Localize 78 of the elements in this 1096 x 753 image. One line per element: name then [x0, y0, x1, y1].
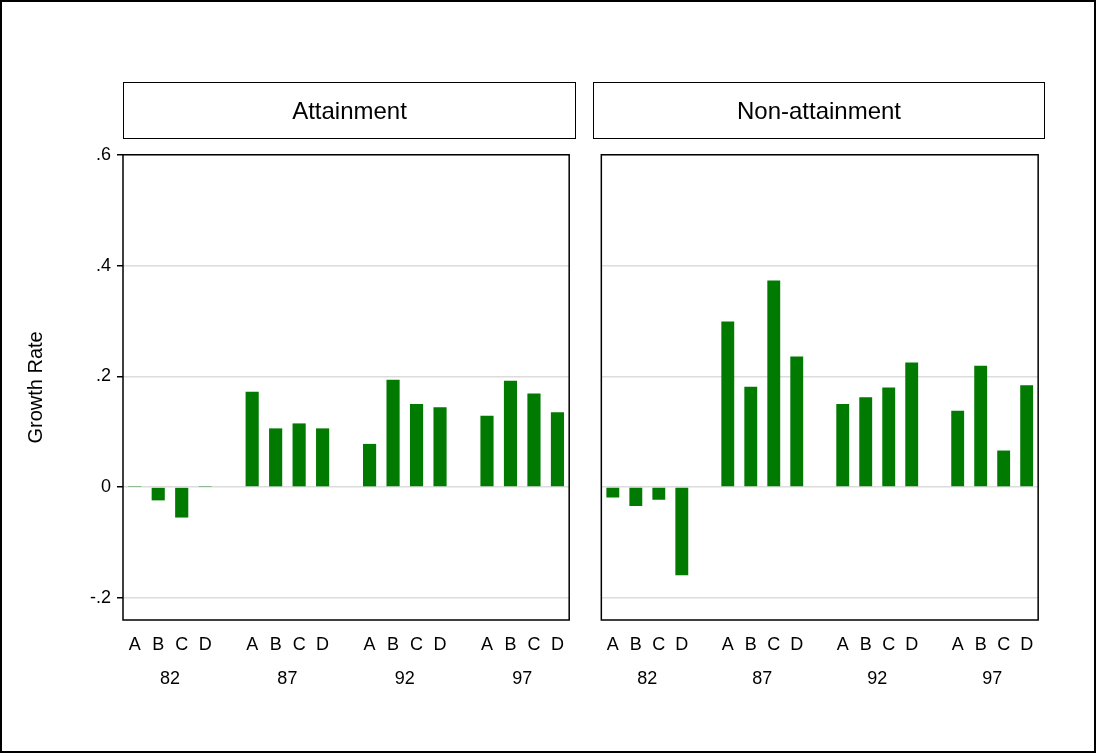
bar — [629, 487, 643, 506]
x-tick-label: D — [905, 633, 919, 654]
x-tick-label: D — [198, 633, 212, 654]
text: 92 — [867, 667, 888, 688]
x-tick-label: B — [152, 633, 165, 654]
bar — [386, 379, 400, 487]
x-tick-label: A — [128, 633, 141, 654]
x-tick-label: B — [504, 633, 517, 654]
x-tick-label: B — [629, 633, 642, 654]
x-tick-label: D — [1020, 633, 1034, 654]
bar — [292, 423, 306, 487]
bar — [997, 450, 1011, 487]
x-tick-label: B — [387, 633, 400, 654]
bar — [882, 387, 896, 487]
x-tick-label: A — [951, 633, 964, 654]
bar — [675, 487, 689, 576]
bar — [151, 487, 165, 501]
bar — [503, 380, 518, 487]
bar — [951, 410, 965, 487]
x-tick-label: A — [836, 633, 849, 654]
bar — [652, 487, 666, 500]
chart-title: Attainment — [123, 82, 576, 139]
bar — [409, 404, 424, 487]
text: 87 — [277, 667, 298, 688]
bar — [363, 443, 377, 487]
bar — [606, 487, 620, 498]
x-tick-label: B — [744, 633, 757, 654]
x-tick-label: A — [480, 633, 493, 654]
text: 87 — [752, 667, 773, 688]
bar — [905, 362, 919, 487]
x-tick-label: C — [652, 633, 666, 654]
bar — [527, 393, 541, 487]
text: 92 — [394, 667, 415, 688]
bar — [480, 415, 494, 487]
bar — [859, 397, 873, 487]
x-tick-label: C — [292, 633, 306, 654]
bar — [175, 487, 189, 518]
x-tick-label: D — [316, 633, 330, 654]
bar — [974, 365, 988, 487]
x-tick-label: B — [859, 633, 872, 654]
bar — [433, 407, 447, 487]
x-tick-label: C — [175, 633, 189, 654]
bar — [550, 412, 565, 487]
x-tick-label: D — [433, 633, 447, 654]
text: 97 — [982, 667, 1003, 688]
bar — [767, 280, 781, 487]
x-tick-label: C — [527, 633, 541, 654]
chart-title: Non-attainment — [593, 82, 1045, 139]
bar — [245, 391, 259, 487]
x-tick-label: A — [606, 633, 619, 654]
y-tick-label: -.2 — [89, 586, 111, 607]
x-tick-label: A — [721, 633, 734, 654]
x-tick-label: C — [882, 633, 896, 654]
bar — [1020, 385, 1034, 487]
text: 82 — [637, 667, 658, 688]
y-tick-label: .2 — [95, 365, 111, 386]
x-tick-label: B — [974, 633, 987, 654]
x-tick-label: C — [997, 633, 1011, 654]
x-tick-label: C — [767, 633, 781, 654]
y-axis-title: Growth Rate — [23, 331, 46, 444]
bar — [836, 404, 850, 487]
y-tick-label: 0 — [100, 476, 111, 497]
y-tick-label: .6 — [95, 143, 111, 164]
y-tick-label: .4 — [95, 254, 111, 275]
x-tick-label: B — [269, 633, 282, 654]
x-tick-label: D — [550, 633, 564, 654]
text: 97 — [512, 667, 533, 688]
x-tick-label: C — [410, 633, 424, 654]
bar — [721, 321, 735, 487]
x-tick-label: A — [246, 633, 259, 654]
x-tick-label: A — [363, 633, 376, 654]
x-tick-label: D — [675, 633, 689, 654]
bar — [744, 386, 758, 487]
x-tick-label: D — [790, 633, 804, 654]
text: 82 — [159, 667, 180, 688]
bar — [790, 356, 804, 487]
bar — [316, 428, 330, 487]
bar — [269, 428, 283, 487]
